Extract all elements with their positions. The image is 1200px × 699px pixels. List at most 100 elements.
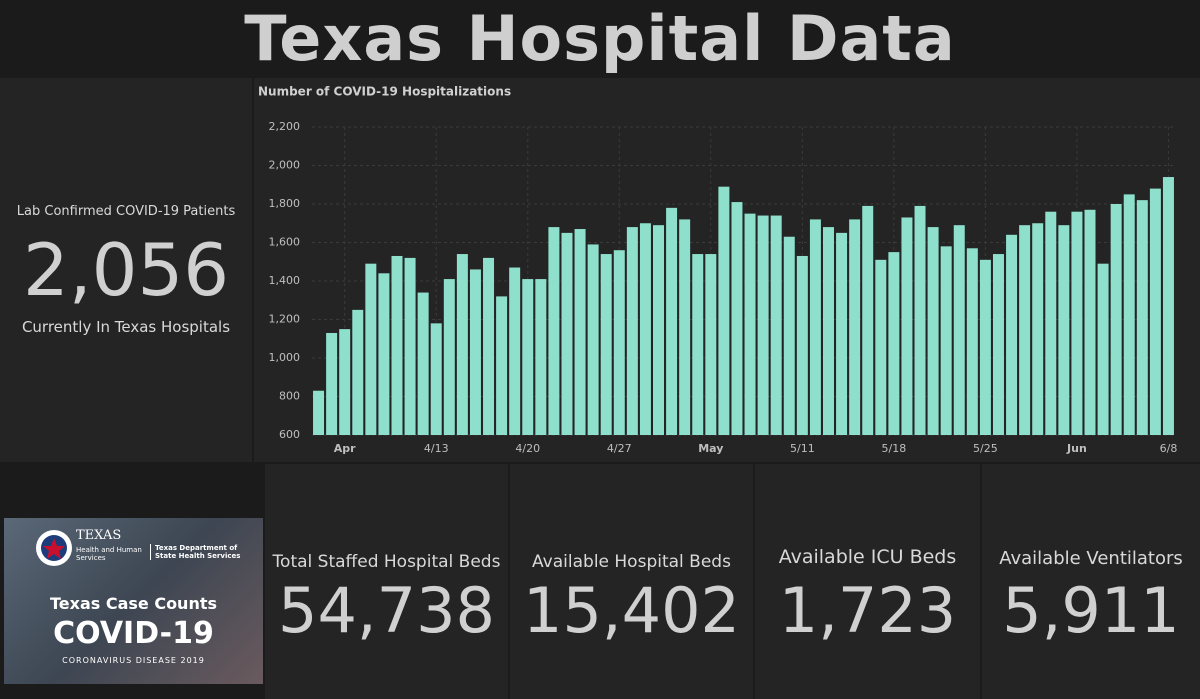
- bar: [378, 273, 390, 435]
- bar: [718, 186, 730, 435]
- bar: [1058, 225, 1070, 435]
- bar: [587, 244, 599, 435]
- patients-panel: Lab Confirmed COVID-19 Patients 2,056 Cu…: [0, 78, 252, 462]
- bar: [391, 255, 403, 435]
- bar: [352, 309, 364, 435]
- bar: [731, 202, 743, 435]
- x-tick-label: Jun: [1066, 442, 1087, 455]
- bar: [692, 254, 704, 435]
- bar: [483, 257, 495, 435]
- disease: CORONAVIRUS DISEASE 2019: [62, 656, 205, 665]
- bar: [613, 250, 625, 435]
- chart: Number of COVID-19 Hospitalizations 600 8…: [258, 85, 1178, 456]
- banner: TEXAS Health and Human Services Texas De…: [4, 518, 263, 684]
- x-tick-label: 4/20: [515, 442, 540, 455]
- x-tick-label: 6/8: [1160, 442, 1178, 455]
- bar: [1071, 211, 1083, 435]
- page-title: Texas Hospital Data: [244, 2, 956, 75]
- bar: [417, 292, 429, 435]
- y-tick-label: 2,200: [269, 120, 301, 133]
- bar: [1032, 223, 1044, 435]
- bar: [979, 259, 991, 435]
- chart-panel: Number of COVID-19 Hospitalizations 600 8…: [254, 78, 1200, 462]
- y-tick-label: 600: [279, 428, 300, 441]
- covid: COVID-19: [53, 616, 214, 651]
- bar: [626, 227, 638, 435]
- bar: [927, 227, 939, 435]
- bar: [679, 219, 691, 435]
- bar: [1110, 204, 1122, 435]
- bar: [888, 252, 900, 435]
- image-panel: TEXAS Health and Human Services Texas De…: [0, 464, 263, 699]
- bar: [404, 257, 416, 435]
- heading: Texas Case Counts: [49, 594, 218, 613]
- y-tick-label: 800: [279, 390, 300, 403]
- bar: [757, 215, 769, 435]
- x-tick-label: 4/27: [607, 442, 632, 455]
- bar: [639, 223, 651, 435]
- bar: [875, 259, 887, 435]
- kpi-panel: Available ICU Beds 1,723: [755, 464, 980, 699]
- bar: [744, 213, 756, 435]
- bar: [823, 227, 834, 435]
- y-tick-label: 1,000: [269, 351, 301, 364]
- bar: [940, 246, 952, 435]
- bar: [326, 332, 338, 435]
- y-tick-label: 1,200: [269, 313, 301, 326]
- bar: [1006, 234, 1018, 435]
- x-tick-label: 5/18: [882, 442, 907, 455]
- kpi-label: Available Hospital Beds: [532, 552, 731, 572]
- bar: [953, 225, 965, 435]
- bar: [1123, 194, 1135, 435]
- bar: [574, 229, 586, 435]
- kpi-panel: Total Staffed Hospital Beds 54,738: [265, 464, 508, 699]
- bar: [849, 219, 861, 435]
- patients-sublabel: Currently In Texas Hospitals: [21, 318, 231, 336]
- x-tick-label: May: [698, 442, 723, 455]
- bar: [653, 225, 664, 435]
- bar: [770, 215, 782, 435]
- bar: [509, 267, 521, 435]
- bar: [600, 254, 612, 435]
- bar: [1136, 200, 1148, 435]
- bar: [313, 390, 325, 435]
- seal: [36, 530, 72, 566]
- bar: [430, 323, 442, 435]
- kpi-label: Total Staffed Hospital Beds: [272, 552, 501, 572]
- bar: [339, 329, 351, 435]
- x-tick-label: 4/13: [424, 442, 449, 455]
- bar: [836, 232, 848, 435]
- bar: [1162, 177, 1174, 436]
- bar: [1084, 209, 1096, 435]
- bar: [496, 296, 508, 435]
- x-tick-label: 5/11: [790, 442, 815, 455]
- bar: [548, 227, 560, 435]
- bar: [443, 279, 455, 435]
- bar: [901, 217, 913, 435]
- bar: [966, 248, 978, 435]
- bar: [561, 232, 573, 435]
- bar: [522, 279, 534, 435]
- bar: [809, 219, 821, 435]
- bar: [705, 254, 717, 435]
- bar: [535, 279, 547, 435]
- bar: [1019, 225, 1031, 435]
- kpi-value: 1,723: [778, 574, 957, 647]
- bar: [456, 254, 468, 435]
- bar: [783, 236, 795, 435]
- dept: Texas Department of State Health Service…: [150, 544, 245, 560]
- kpi-panel: Available Hospital Beds 15,402: [510, 464, 753, 699]
- bar: [1149, 188, 1161, 435]
- y-tick-label: 1,400: [269, 274, 301, 287]
- patients-value: 2,056: [22, 228, 230, 312]
- kpi-value: 15,402: [523, 574, 740, 647]
- bar: [862, 205, 874, 435]
- bar: [796, 255, 808, 435]
- bar: [1045, 211, 1057, 435]
- kpi-value: 54,738: [278, 574, 495, 647]
- patients-label: Lab Confirmed COVID-19 Patients: [16, 204, 236, 219]
- bar: [469, 269, 481, 435]
- x-tick-label: Apr: [334, 442, 356, 455]
- chart-title: Number of COVID-19 Hospitalizations: [258, 85, 511, 99]
